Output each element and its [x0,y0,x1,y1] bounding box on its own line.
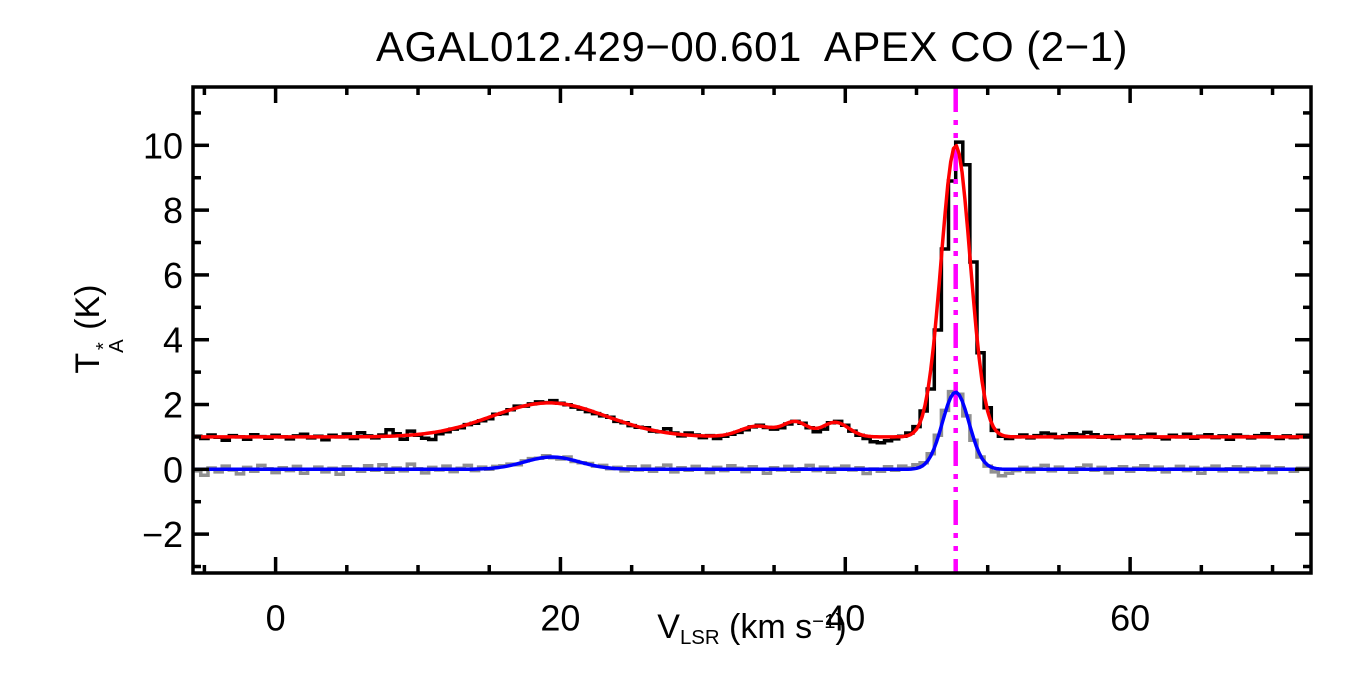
observed-spectrum-path [193,140,1311,445]
component-fit-path [193,390,1310,472]
y-tick-label: 8 [163,190,183,231]
y-label-subscript: A [105,339,128,353]
x-label-units: (km s [719,608,813,646]
y-label-units: (K) [68,284,107,340]
y-tick-label: 4 [163,320,183,361]
plot-frame [191,85,1313,575]
x-label-close: ) [835,608,847,646]
x-label-symbol: V [657,608,680,646]
y-axis-label: T * A (K) [68,169,128,489]
y-label-subsup: * A [93,339,128,353]
x-tick-label: 60 [1110,597,1150,638]
total-fit-path [193,143,1310,439]
x-label-superscript: −1 [812,610,836,633]
y-tick-label: −2 [142,514,183,555]
y-tick-label: 10 [143,125,183,166]
x-label-subscript: LSR [679,627,720,650]
y-tick-label: 6 [163,255,183,296]
x-tick-label: 0 [266,597,286,638]
y-label-symbol: T [68,352,107,374]
y-tick-label: 2 [163,385,183,426]
plot-title: AGAL012.429−00.601 APEX CO (2−1) [376,23,1128,70]
y-tick-label: 0 [163,449,183,490]
x-tick-label: 20 [540,597,580,638]
x-tick-label: 40 [825,597,865,638]
x-axis-label: VLSR (km s−1) [193,610,1311,649]
